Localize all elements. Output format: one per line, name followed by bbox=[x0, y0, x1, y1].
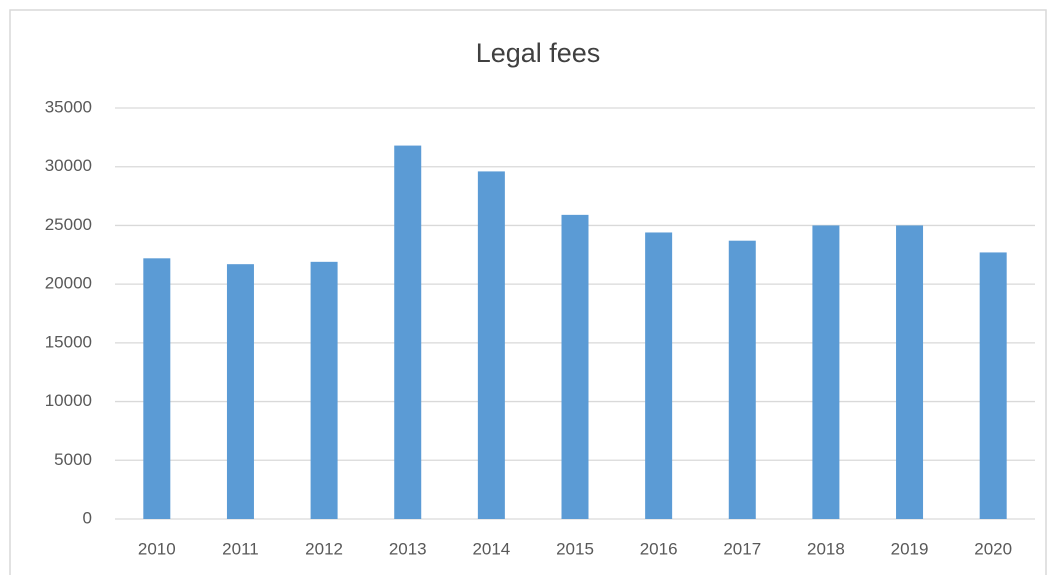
x-tick-label: 2018 bbox=[807, 539, 845, 558]
y-tick-label: 20000 bbox=[45, 274, 92, 293]
bar bbox=[896, 225, 924, 519]
bar bbox=[394, 145, 422, 519]
y-tick-label: 5000 bbox=[54, 450, 92, 469]
chart-title: Legal fees bbox=[476, 38, 601, 68]
y-tick-label: 15000 bbox=[45, 332, 92, 351]
bar bbox=[979, 252, 1007, 520]
bar bbox=[561, 214, 589, 520]
x-tick-label: 2020 bbox=[974, 539, 1012, 558]
x-tick-label: 2013 bbox=[389, 539, 427, 558]
x-tick-label: 2011 bbox=[222, 539, 259, 558]
x-tick-label: 2017 bbox=[723, 539, 761, 558]
y-tick-label: 30000 bbox=[45, 156, 92, 175]
x-tick-label: 2012 bbox=[305, 539, 343, 558]
bar bbox=[477, 171, 505, 519]
x-tick-label: 2016 bbox=[640, 539, 678, 558]
y-tick-label: 35000 bbox=[45, 97, 92, 116]
x-tick-label: 2019 bbox=[891, 539, 929, 558]
x-tick-label: 2010 bbox=[138, 539, 176, 558]
y-tick-label: 25000 bbox=[45, 215, 92, 234]
bar bbox=[226, 264, 254, 519]
bar bbox=[143, 258, 171, 519]
bar bbox=[645, 232, 673, 519]
bar bbox=[310, 261, 338, 519]
y-tick-label: 0 bbox=[83, 508, 92, 527]
x-tick-label: 2014 bbox=[472, 539, 510, 558]
x-tick-label: 2015 bbox=[556, 539, 594, 558]
y-tick-label: 10000 bbox=[45, 391, 92, 410]
chart-frame bbox=[9, 9, 1047, 575]
bar bbox=[728, 240, 756, 520]
bar bbox=[812, 225, 840, 519]
